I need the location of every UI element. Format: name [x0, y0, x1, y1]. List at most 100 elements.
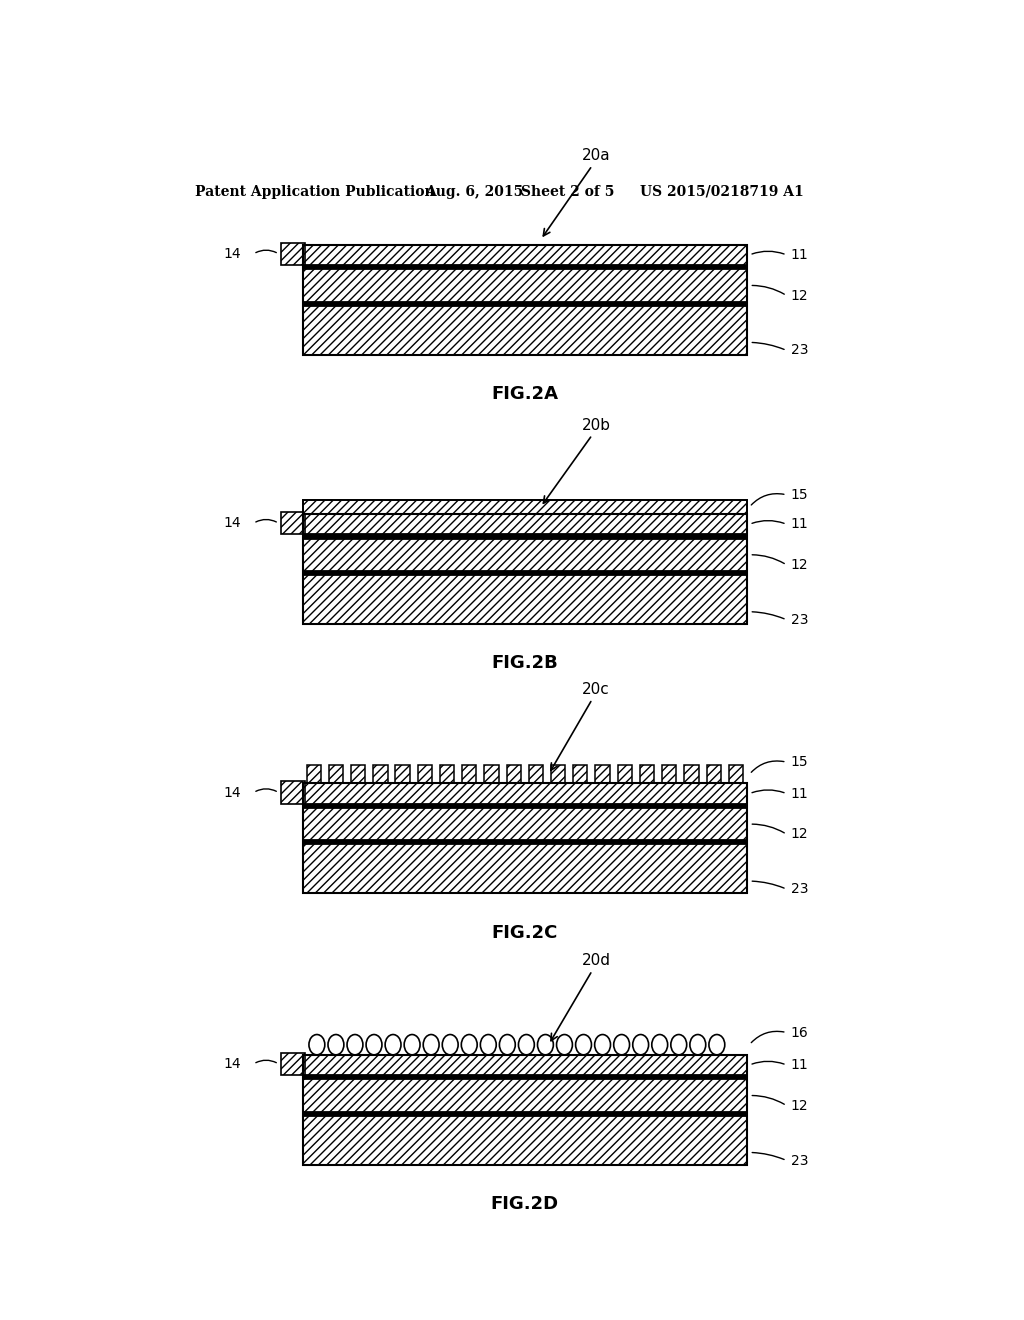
Bar [303, 500, 748, 515]
Bar [528, 766, 543, 784]
Text: 16: 16 [791, 1026, 808, 1040]
Bar [303, 1080, 748, 1111]
Text: FIG.2D: FIG.2D [490, 1195, 559, 1213]
Circle shape [404, 1035, 420, 1055]
Bar [303, 1115, 748, 1164]
Bar [303, 1111, 748, 1115]
Circle shape [613, 1035, 630, 1055]
Bar [595, 766, 609, 784]
Circle shape [367, 1035, 382, 1055]
Text: FIG.2C: FIG.2C [492, 924, 558, 941]
Text: 23: 23 [791, 343, 808, 358]
Circle shape [500, 1035, 515, 1055]
Text: 14: 14 [224, 1057, 242, 1071]
Bar [282, 243, 305, 265]
Circle shape [633, 1035, 648, 1055]
Bar [303, 784, 748, 894]
Bar [440, 766, 455, 784]
Bar [395, 766, 410, 784]
Text: 11: 11 [791, 787, 808, 801]
Bar [663, 766, 677, 784]
Bar [303, 306, 748, 355]
Bar [282, 781, 305, 804]
Bar [303, 269, 748, 302]
Circle shape [347, 1035, 362, 1055]
Bar [303, 265, 748, 269]
Text: 11: 11 [791, 517, 808, 532]
Bar [729, 766, 743, 784]
Circle shape [709, 1035, 725, 1055]
Bar [684, 766, 698, 784]
Circle shape [328, 1035, 344, 1055]
Text: 11: 11 [791, 1059, 808, 1072]
Bar [303, 572, 748, 576]
Bar [484, 766, 499, 784]
Circle shape [690, 1035, 706, 1055]
Bar [303, 1076, 748, 1080]
Circle shape [480, 1035, 497, 1055]
Circle shape [462, 1035, 477, 1055]
Bar [303, 1055, 748, 1076]
Bar [303, 841, 748, 845]
Circle shape [309, 1035, 325, 1055]
Text: 12: 12 [791, 558, 808, 572]
Text: 23: 23 [791, 882, 808, 896]
Bar [373, 766, 387, 784]
Circle shape [385, 1035, 401, 1055]
Bar [507, 766, 521, 784]
Circle shape [442, 1035, 458, 1055]
Text: 20a: 20a [582, 148, 610, 164]
Bar [303, 302, 748, 306]
Bar [640, 766, 654, 784]
Bar [303, 539, 748, 572]
Bar [303, 845, 748, 894]
Circle shape [652, 1035, 668, 1055]
Text: FIG.2B: FIG.2B [492, 655, 558, 672]
Bar [418, 766, 432, 784]
Circle shape [671, 1035, 687, 1055]
Text: 12: 12 [791, 289, 808, 302]
Bar [303, 808, 748, 841]
Bar [303, 576, 748, 624]
Bar [303, 515, 748, 535]
Bar [303, 500, 748, 515]
Bar [573, 766, 588, 784]
Text: 20b: 20b [582, 418, 610, 433]
Bar [617, 766, 632, 784]
Bar [303, 244, 748, 355]
Bar [303, 244, 748, 265]
Text: 15: 15 [791, 755, 808, 770]
Text: Patent Application Publication: Patent Application Publication [196, 185, 435, 199]
Circle shape [518, 1035, 535, 1055]
Bar [306, 766, 321, 784]
Circle shape [595, 1035, 610, 1055]
Bar [303, 535, 748, 539]
Circle shape [575, 1035, 592, 1055]
Bar [707, 766, 721, 784]
Text: US 2015/0218719 A1: US 2015/0218719 A1 [640, 185, 804, 199]
Text: 11: 11 [791, 248, 808, 261]
Text: 20c: 20c [583, 682, 610, 697]
Text: 12: 12 [791, 828, 808, 841]
Bar [462, 766, 476, 784]
Text: 14: 14 [224, 785, 242, 800]
Circle shape [423, 1035, 439, 1055]
Text: 12: 12 [791, 1098, 808, 1113]
Text: 23: 23 [791, 1154, 808, 1168]
Text: FIG.2A: FIG.2A [492, 385, 558, 403]
Text: 23: 23 [791, 612, 808, 627]
Bar [351, 766, 366, 784]
Text: 14: 14 [224, 516, 242, 531]
Bar [303, 804, 748, 808]
Text: 20d: 20d [582, 953, 610, 969]
Bar [329, 766, 343, 784]
Bar [282, 512, 305, 535]
Bar [282, 1053, 305, 1076]
Bar [303, 515, 748, 624]
Circle shape [538, 1035, 553, 1055]
Bar [303, 784, 748, 804]
Text: Sheet 2 of 5: Sheet 2 of 5 [521, 185, 614, 199]
Bar [303, 1055, 748, 1164]
Text: 15: 15 [791, 488, 808, 502]
Text: 14: 14 [224, 247, 242, 261]
